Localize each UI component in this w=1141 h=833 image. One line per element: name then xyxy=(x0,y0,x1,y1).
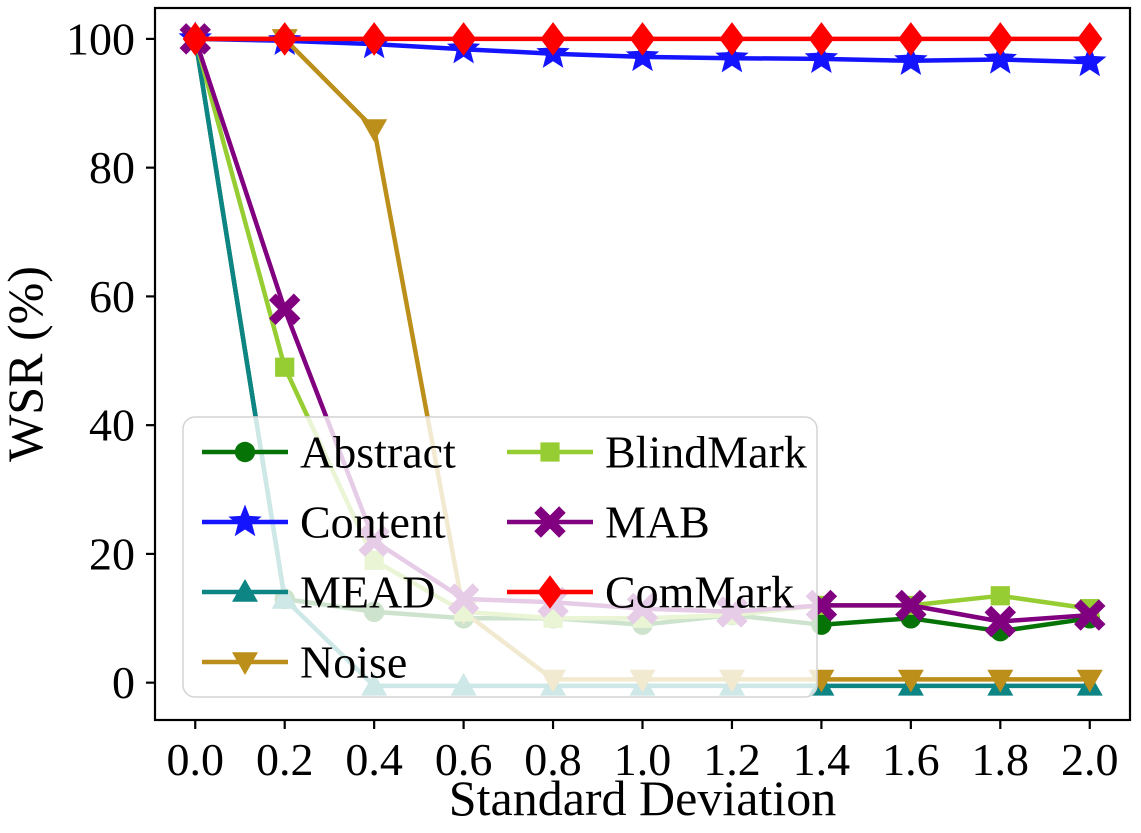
marker-blindmark xyxy=(275,357,295,377)
legend-item-abstract: Abstract xyxy=(202,427,456,478)
legend-marker-abstract xyxy=(234,441,256,463)
legend-label-mab: MAB xyxy=(605,497,710,548)
x-tick-label: 1.8 xyxy=(972,734,1030,785)
marker-mab xyxy=(1074,599,1106,631)
legend-label-blindmark: BlindMark xyxy=(605,427,807,478)
x-tick-label: 1.2 xyxy=(703,734,761,785)
legend-label-commark: ComMark xyxy=(605,567,794,618)
marker-mab-bar xyxy=(1074,599,1106,631)
marker-content xyxy=(804,41,839,74)
y-axis-label: WSR (%) xyxy=(0,266,53,462)
marker-commark xyxy=(808,22,834,56)
marker-commark xyxy=(540,22,566,56)
legend-marker-content xyxy=(228,504,262,537)
marker-mab xyxy=(268,293,301,325)
x-tick-label: 0.2 xyxy=(256,734,314,785)
marker-content xyxy=(1073,44,1107,77)
legend-box xyxy=(182,416,818,698)
marker-noise xyxy=(1076,669,1103,693)
legend-item-mead: MEAD xyxy=(202,567,435,618)
legend-marker-blindmark xyxy=(540,442,560,462)
legend-marker-commark xyxy=(537,575,563,609)
legend-marker-noise xyxy=(232,652,258,675)
marker-mab xyxy=(895,589,927,622)
legend-item-content: Content xyxy=(202,497,446,548)
marker-mab xyxy=(984,605,1017,638)
marker-commark xyxy=(629,22,656,56)
legend-label-abstract: Abstract xyxy=(300,427,456,478)
marker-noise xyxy=(361,119,388,143)
marker-commark xyxy=(898,22,924,56)
marker-commark xyxy=(719,22,745,56)
legend-item-noise: Noise xyxy=(202,637,407,688)
marker-commark xyxy=(182,22,208,56)
y-tick-label: 80 xyxy=(89,142,135,193)
legend-label-noise: Noise xyxy=(300,637,407,688)
x-axis-label: Standard Deviation xyxy=(449,770,836,826)
marker-commark xyxy=(361,22,387,56)
marker-commark xyxy=(1077,22,1103,56)
marker-blindmark xyxy=(990,586,1010,606)
legend-marker-mead xyxy=(232,579,258,602)
x-tick-label: 1.4 xyxy=(793,734,851,785)
marker-content xyxy=(715,40,749,73)
y-tick-label: 0 xyxy=(112,657,135,708)
marker-mab-bar xyxy=(268,293,301,325)
x-tick-label: 1.6 xyxy=(882,734,940,785)
y-tick-label: 40 xyxy=(89,400,135,451)
marker-commark xyxy=(272,22,298,56)
x-tick-label: 0.6 xyxy=(435,734,493,785)
x-tick-label: 0.8 xyxy=(524,734,582,785)
legend-item-commark: ComMark xyxy=(507,567,794,618)
legend-marker-mab-bar xyxy=(534,506,566,538)
x-tick-label: 0.4 xyxy=(345,734,403,785)
x-tick-label: 0.0 xyxy=(167,734,225,785)
marker-content xyxy=(894,43,928,75)
legend-item-blindmark: BlindMark xyxy=(507,427,807,478)
x-tick-label: 1.0 xyxy=(614,734,672,785)
legend-item-mab: MAB xyxy=(507,497,710,548)
marker-noise xyxy=(987,669,1014,693)
marker-noise xyxy=(897,669,924,693)
marker-mab-bar xyxy=(984,605,1017,638)
x-tick-label: 2.0 xyxy=(1061,734,1119,785)
y-tick-label: 60 xyxy=(89,271,135,322)
marker-mab-bar xyxy=(895,589,927,622)
y-tick-label: 20 xyxy=(89,528,135,579)
y-tick-label: 100 xyxy=(66,13,135,64)
legend-label-mead: MEAD xyxy=(300,567,435,618)
marker-content xyxy=(983,41,1017,74)
marker-commark xyxy=(987,22,1013,56)
legend-marker-mab xyxy=(534,506,566,538)
marker-commark xyxy=(451,22,477,56)
legend-label-content: Content xyxy=(300,497,446,548)
